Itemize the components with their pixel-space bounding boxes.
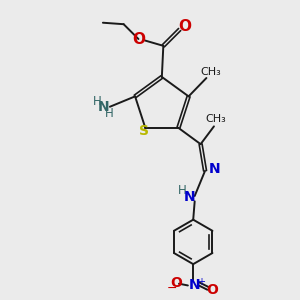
Text: O: O [132,32,145,46]
Text: H: H [93,95,102,108]
Text: S: S [139,124,149,138]
Text: −: − [166,282,177,295]
Text: O: O [206,283,218,297]
Text: CH₃: CH₃ [205,114,226,124]
Text: H: H [105,107,114,120]
Text: O: O [170,276,182,290]
Text: +: + [197,277,205,287]
Text: O: O [178,19,191,34]
Text: N: N [189,278,200,292]
Text: CH₃: CH₃ [200,67,221,77]
Text: N: N [184,190,195,204]
Text: N: N [98,100,109,114]
Text: H: H [178,184,187,197]
Text: N: N [209,162,220,176]
